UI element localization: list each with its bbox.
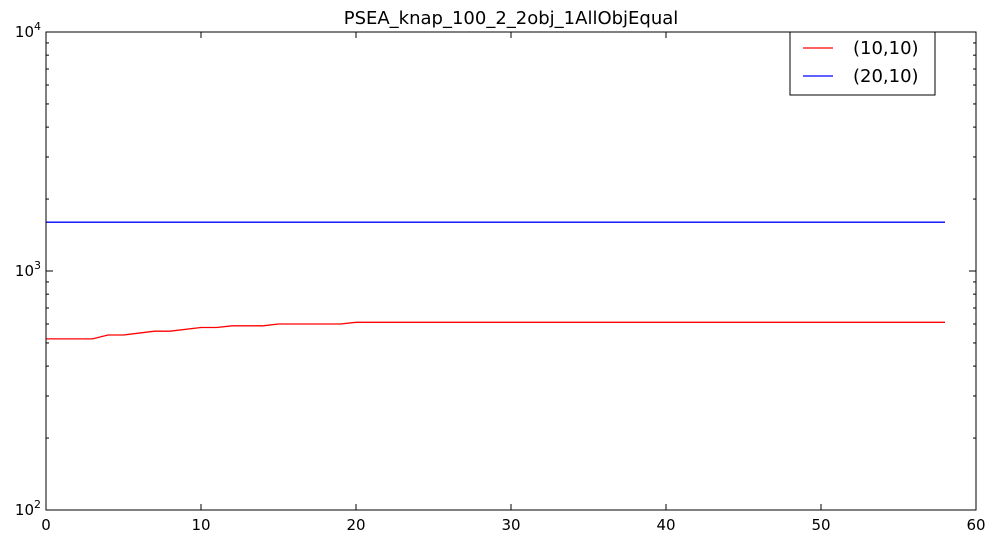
legend-label-2: (20,10)	[853, 66, 919, 87]
series-layer	[46, 221, 945, 340]
chart-title: PSEA_knap_100_2_2obj_1AllObjEqual	[344, 8, 679, 29]
x-tick-label: 50	[811, 516, 830, 534]
legend: (10,10) (20,10)	[789, 31, 936, 96]
x-tick-label: 30	[501, 516, 520, 534]
x-tick-label: 60	[966, 516, 985, 534]
x-tick-label: 40	[656, 516, 675, 534]
x-tick-label: 0	[41, 516, 51, 534]
y-tick-label: 102	[15, 498, 41, 519]
plot-frame	[45, 31, 977, 511]
y-tick-label: 103	[15, 259, 41, 280]
ticks-layer: 0 10 20 30 40 50 60 102 103 104	[15, 20, 986, 534]
y-tick-label: 104	[15, 20, 41, 41]
series-line-1	[46, 321, 945, 340]
legend-box	[789, 31, 936, 96]
legend-label-1: (10,10)	[853, 38, 919, 59]
x-tick-label: 10	[191, 516, 210, 534]
x-tick-label: 20	[346, 516, 365, 534]
